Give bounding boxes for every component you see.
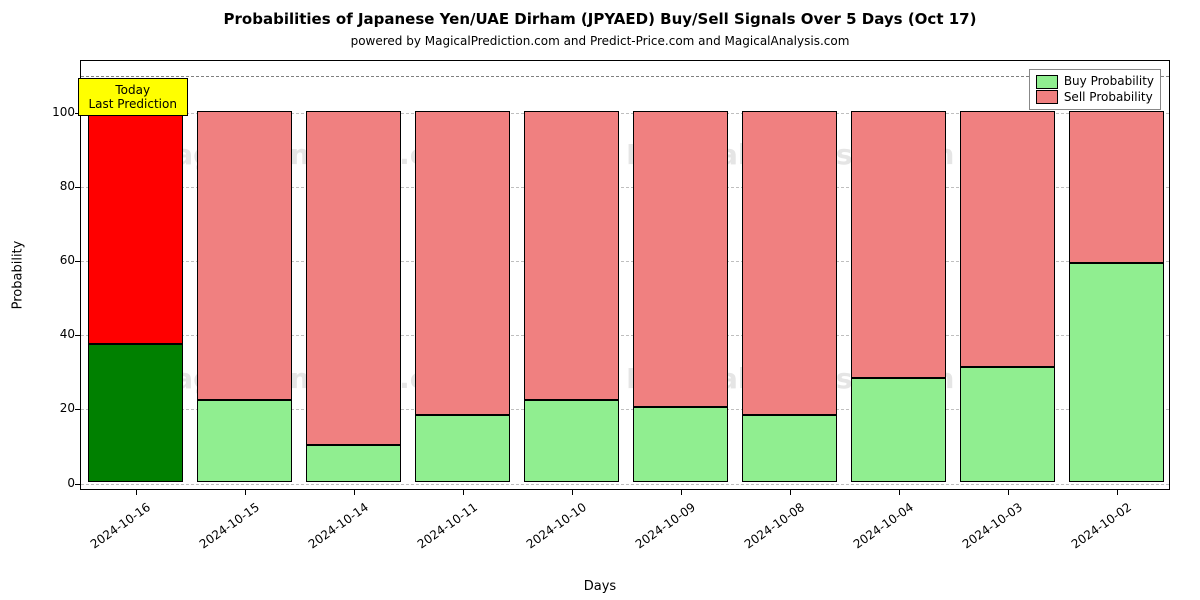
x-tick-mark	[681, 489, 682, 495]
x-tick-label: 2024-10-08	[733, 500, 807, 557]
y-tick-mark	[75, 261, 81, 262]
x-tick-label: 2024-10-15	[188, 500, 262, 557]
y-tick-mark	[75, 187, 81, 188]
y-tick-label: 40	[35, 327, 75, 341]
buy-bar	[197, 400, 293, 482]
sell-bar	[960, 111, 1056, 367]
sell-bar	[851, 111, 947, 378]
x-tick-mark	[572, 489, 573, 495]
chart-container: Probabilities of Japanese Yen/UAE Dirham…	[0, 0, 1200, 600]
buy-bar	[1069, 263, 1165, 482]
sell-bar	[1069, 111, 1165, 263]
legend-swatch-buy	[1036, 75, 1058, 89]
legend: Buy ProbabilitySell Probability	[1029, 69, 1161, 110]
buy-bar	[960, 367, 1056, 482]
bar-group	[851, 111, 947, 482]
reference-line	[81, 76, 1169, 77]
bar-group	[306, 111, 402, 482]
y-tick-label: 60	[35, 253, 75, 267]
x-tick-label: 2024-10-10	[515, 500, 589, 557]
bar-group	[633, 111, 729, 482]
legend-item-sell: Sell Probability	[1036, 90, 1154, 106]
sell-bar	[197, 111, 293, 400]
legend-item-buy: Buy Probability	[1036, 74, 1154, 90]
buy-bar	[524, 400, 620, 482]
chart-title: Probabilities of Japanese Yen/UAE Dirham…	[0, 10, 1200, 28]
y-tick-label: 100	[35, 105, 75, 119]
y-tick-label: 0	[35, 476, 75, 490]
sell-bar	[88, 111, 184, 345]
bar-group	[960, 111, 1056, 482]
bar-group	[415, 111, 511, 482]
x-tick-mark	[245, 489, 246, 495]
y-tick-label: 20	[35, 401, 75, 415]
buy-bar	[742, 415, 838, 482]
legend-label-buy: Buy Probability	[1064, 74, 1154, 90]
buy-bar	[851, 378, 947, 482]
buy-bar	[633, 407, 729, 481]
sell-bar	[633, 111, 729, 408]
y-axis-label: Probability	[11, 241, 26, 310]
x-tick-label: 2024-10-11	[406, 500, 480, 557]
x-tick-label: 2024-10-02	[1060, 500, 1134, 557]
chart-subtitle: powered by MagicalPrediction.com and Pre…	[0, 34, 1200, 48]
buy-bar	[415, 415, 511, 482]
y-tick-mark	[75, 335, 81, 336]
x-axis-label: Days	[0, 579, 1200, 594]
x-tick-mark	[790, 489, 791, 495]
x-tick-label: 2024-10-09	[624, 500, 698, 557]
x-tick-mark	[1117, 489, 1118, 495]
x-tick-label: 2024-10-14	[297, 500, 371, 557]
y-tick-mark	[75, 409, 81, 410]
y-tick-label: 80	[35, 179, 75, 193]
y-tick-mark	[75, 484, 81, 485]
bar-group	[197, 111, 293, 482]
bar-group	[1069, 111, 1165, 482]
x-tick-mark	[354, 489, 355, 495]
x-tick-mark	[136, 489, 137, 495]
x-tick-label: 2024-10-03	[951, 500, 1025, 557]
grid-line	[81, 484, 1169, 485]
x-tick-label: 2024-10-16	[79, 500, 153, 557]
x-tick-mark	[1008, 489, 1009, 495]
x-tick-label: 2024-10-04	[842, 500, 916, 557]
sell-bar	[306, 111, 402, 445]
x-tick-mark	[463, 489, 464, 495]
bar-group	[524, 111, 620, 482]
bar-group	[88, 111, 184, 482]
sell-bar	[742, 111, 838, 415]
sell-bar	[415, 111, 511, 415]
sell-bar	[524, 111, 620, 400]
bar-group	[742, 111, 838, 482]
plot-area: MagicalAnalysis.comMagicalAnalysis.comMa…	[80, 60, 1170, 490]
legend-swatch-sell	[1036, 90, 1058, 104]
today-annotation: Today Last Prediction	[78, 78, 188, 116]
x-tick-mark	[899, 489, 900, 495]
buy-bar	[306, 445, 402, 482]
legend-label-sell: Sell Probability	[1064, 90, 1153, 106]
buy-bar	[88, 344, 184, 481]
